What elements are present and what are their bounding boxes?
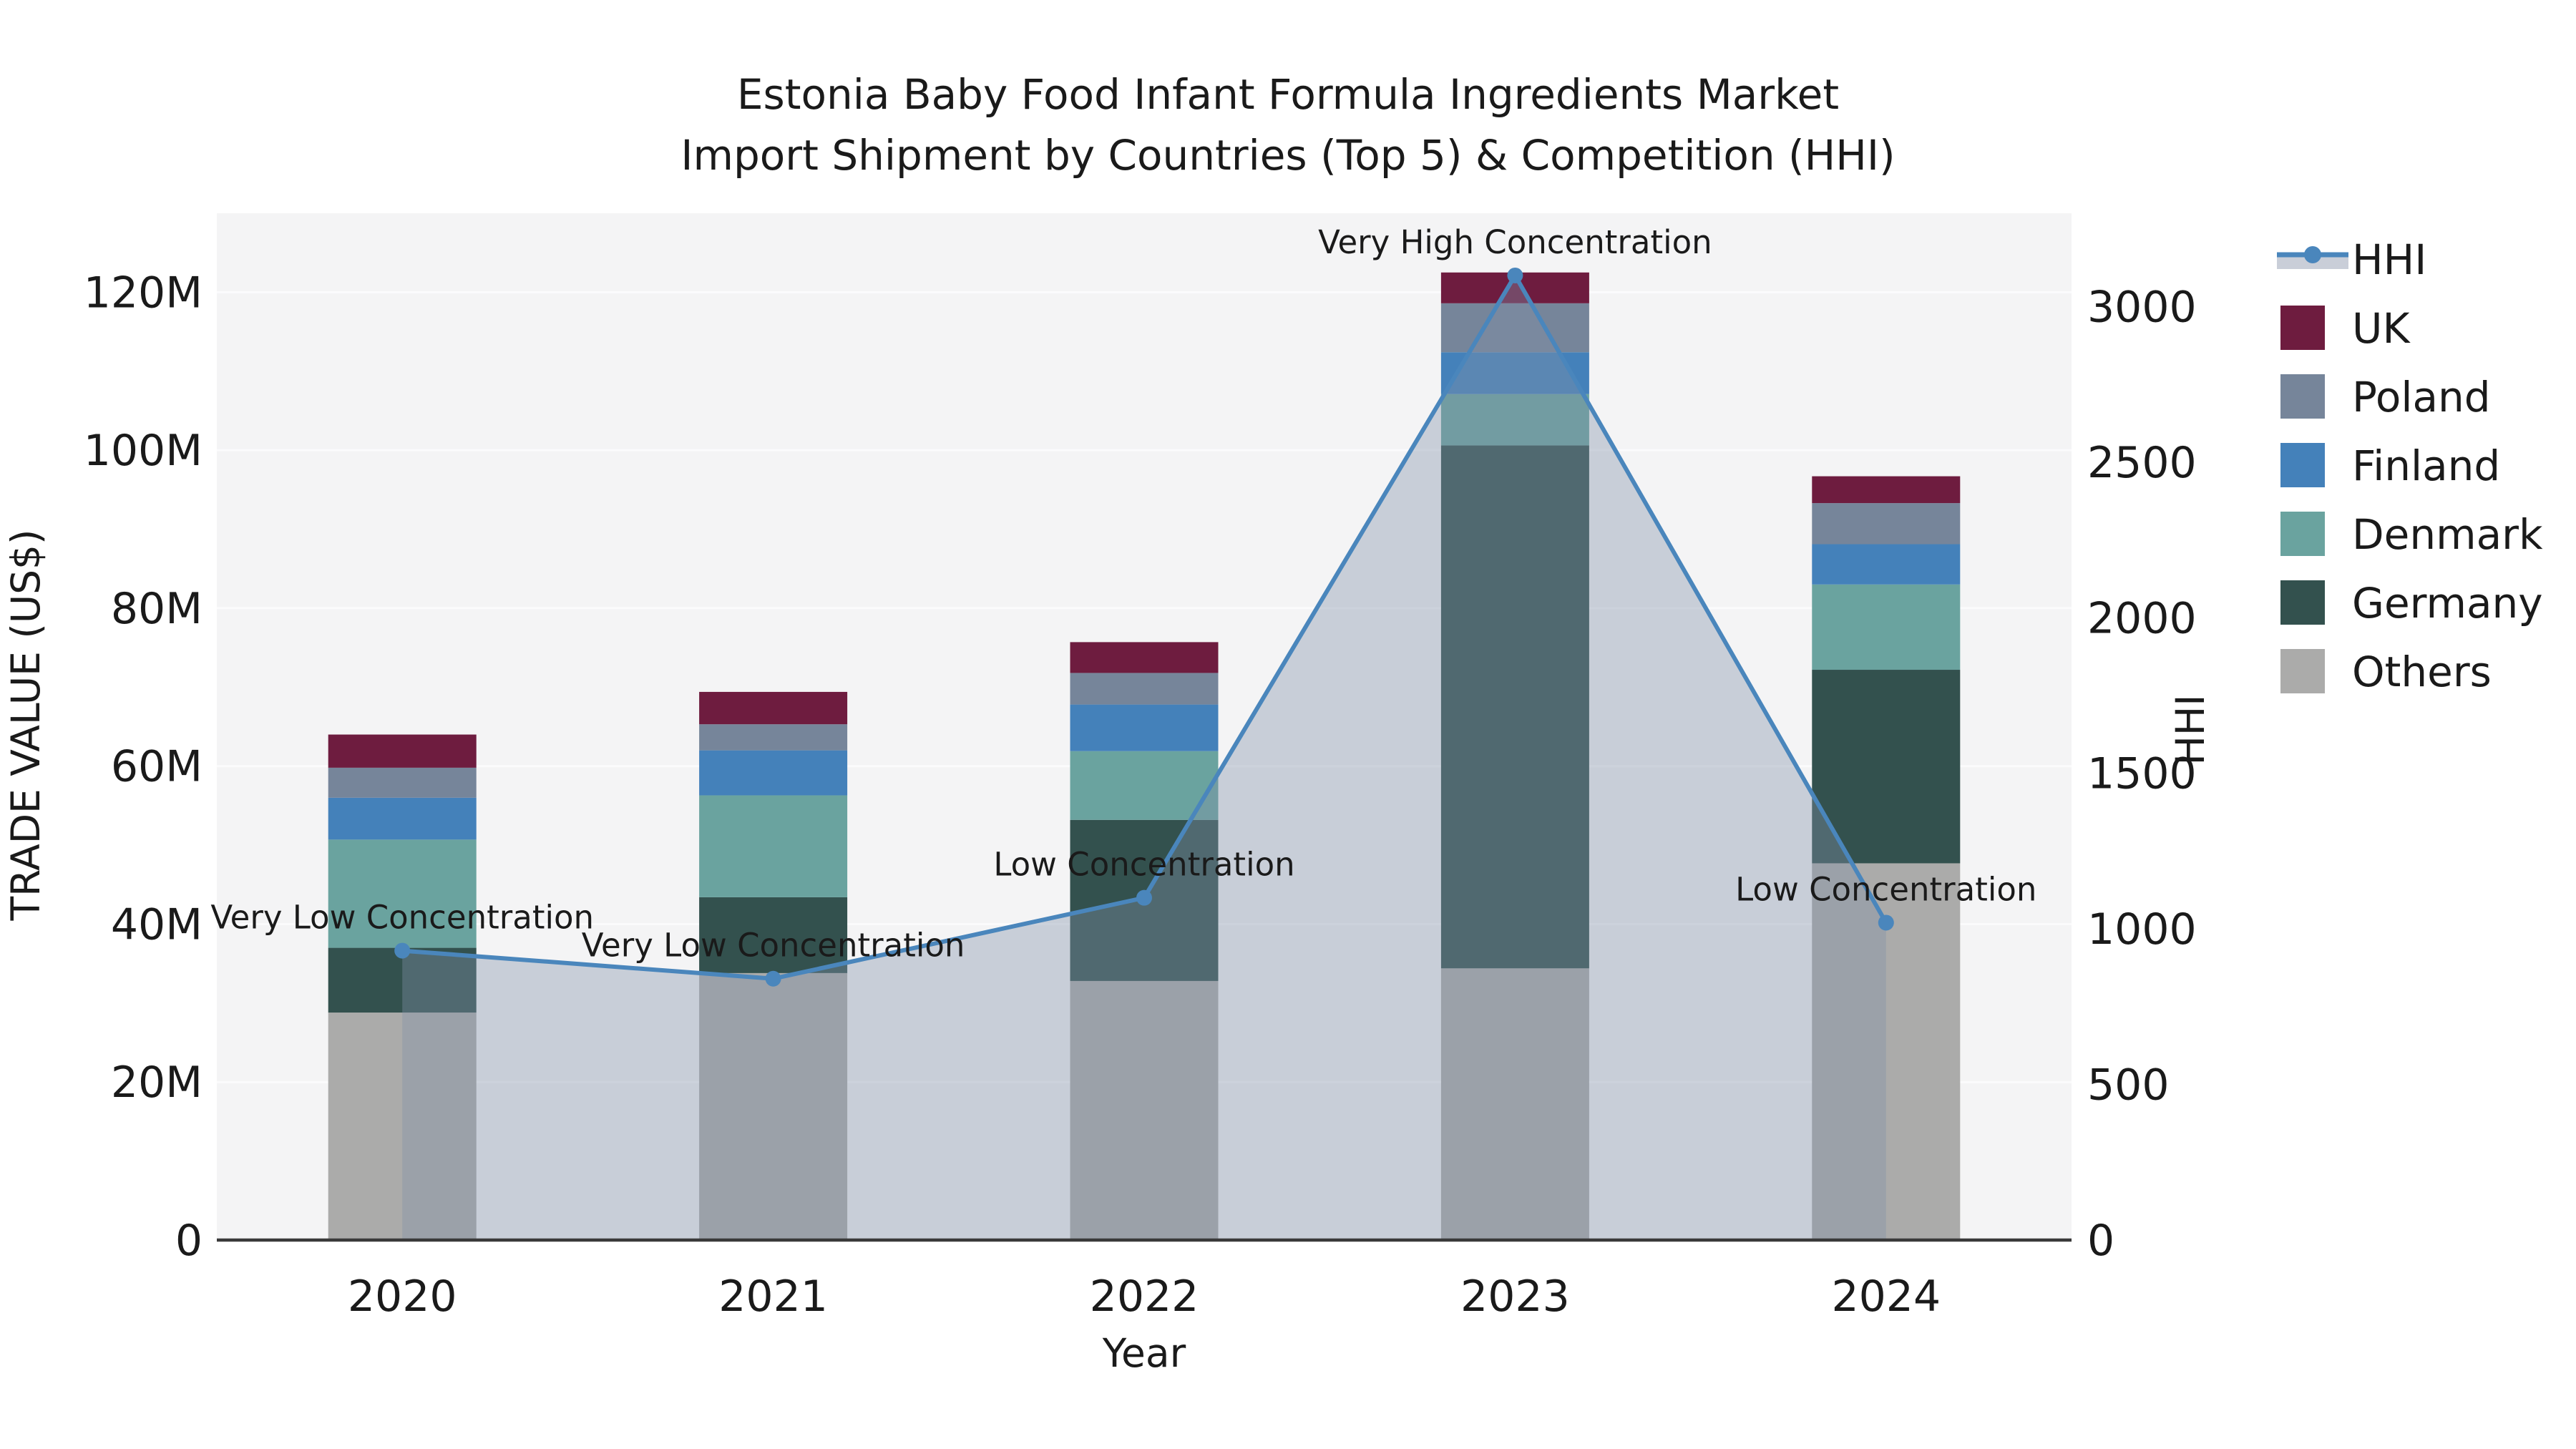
legend-label-hhi: HHI bbox=[2352, 235, 2426, 284]
x-tick-2021: 2021 bbox=[718, 1272, 828, 1322]
legend-hhi-marker bbox=[2304, 246, 2321, 263]
legend-label-uk: UK bbox=[2352, 304, 2411, 353]
hhi-marker-2021 bbox=[765, 970, 781, 987]
left-tick-120M: 120M bbox=[84, 268, 203, 318]
legend-item-hhi: HHI bbox=[2277, 235, 2426, 284]
bar-segment-2020-Poland bbox=[328, 767, 477, 798]
annotation-2022: Low Concentration bbox=[993, 846, 1294, 884]
right-tick-2000: 2000 bbox=[2087, 593, 2197, 643]
legend-swatch-germany bbox=[2280, 580, 2325, 625]
left-tick-0: 0 bbox=[175, 1216, 203, 1266]
legend-swatch-others bbox=[2280, 649, 2325, 693]
legend-item-denmark: Denmark bbox=[2280, 510, 2543, 559]
left-axis-title: TRADE VALUE (US$) bbox=[3, 530, 49, 922]
right-tick-1000: 1000 bbox=[2087, 904, 2197, 955]
hhi-marker-2024 bbox=[1878, 914, 1894, 931]
bar-segment-2022-Finland bbox=[1070, 704, 1219, 751]
bar-segment-2023-Others bbox=[1440, 968, 1589, 1240]
legend-swatch-uk bbox=[2280, 306, 2325, 350]
legend-label-germany: Germany bbox=[2352, 579, 2543, 628]
right-tick-0: 0 bbox=[2087, 1216, 2114, 1266]
x-tick-2020: 2020 bbox=[348, 1272, 457, 1322]
bar-segment-2020-Germany bbox=[328, 947, 477, 1013]
legend-swatch-denmark bbox=[2280, 512, 2325, 556]
bars-layer bbox=[328, 272, 1961, 1240]
bar-2021 bbox=[699, 691, 848, 1240]
bar-segment-2020-Finland bbox=[328, 797, 477, 840]
bar-segment-2021-UK bbox=[699, 691, 848, 725]
left-tick-80M: 80M bbox=[111, 584, 203, 634]
left-tick-100M: 100M bbox=[84, 426, 203, 476]
legend-item-finland: Finland bbox=[2280, 441, 2500, 490]
bar-segment-2024-Germany bbox=[1812, 670, 1961, 864]
legend-item-germany: Germany bbox=[2280, 579, 2543, 628]
x-tick-2023: 2023 bbox=[1460, 1272, 1570, 1322]
bar-segment-2021-Denmark bbox=[699, 795, 848, 897]
legend-item-others: Others bbox=[2280, 648, 2492, 696]
annotation-2020: Very Low Concentration bbox=[210, 899, 594, 937]
bar-segment-2020-UK bbox=[328, 734, 477, 768]
bar-segment-2024-Finland bbox=[1812, 544, 1961, 585]
bar-segment-2023-Denmark bbox=[1440, 394, 1589, 446]
bar-segment-2020-Denmark bbox=[328, 839, 477, 948]
annotation-2023: Very High Concentration bbox=[1318, 223, 1712, 261]
chart-title-line1: Estonia Baby Food Infant Formula Ingredi… bbox=[737, 70, 1839, 119]
bar-segment-2023-Poland bbox=[1440, 303, 1589, 353]
bar-segment-2023-Germany bbox=[1440, 445, 1589, 969]
bar-segment-2021-Finland bbox=[699, 750, 848, 796]
bar-segment-2022-Others bbox=[1070, 980, 1219, 1240]
hhi-marker-2023 bbox=[1507, 267, 1523, 283]
left-tick-20M: 20M bbox=[111, 1058, 203, 1108]
right-tick-1500: 1500 bbox=[2087, 749, 2197, 799]
legend-item-poland: Poland bbox=[2280, 373, 2491, 421]
right-axis-title: HHI bbox=[2167, 695, 2213, 766]
right-tick-3000: 3000 bbox=[2087, 282, 2197, 332]
chart-title-line2: Import Shipment by Countries (Top 5) & C… bbox=[680, 131, 1895, 180]
legend-label-others: Others bbox=[2352, 648, 2492, 696]
bar-segment-2024-Denmark bbox=[1812, 584, 1961, 670]
hhi-area bbox=[402, 275, 1886, 1240]
bar-segment-2021-Germany bbox=[699, 897, 848, 973]
tick-labels: 0 20M 40M 60M 80M 100M 120M 0 500 1000 1500 2000 250… bbox=[84, 268, 2197, 1322]
bar-segment-2022-Poland bbox=[1070, 673, 1219, 705]
x-axis-title: Year bbox=[1102, 1330, 1186, 1376]
bar-segment-2024-UK bbox=[1812, 476, 1961, 504]
legend-item-uk: UK bbox=[2280, 304, 2411, 353]
legend-label-poland: Poland bbox=[2352, 373, 2491, 421]
bar-segment-2024-Poland bbox=[1812, 503, 1961, 545]
legend-label-denmark: Denmark bbox=[2352, 510, 2543, 559]
bar-segment-2021-Poland bbox=[699, 724, 848, 751]
x-tick-2022: 2022 bbox=[1090, 1272, 1199, 1322]
right-tick-500: 500 bbox=[2087, 1060, 2170, 1111]
hhi-marker-2020 bbox=[394, 942, 411, 959]
title-group: Estonia Baby Food Infant Formula Ingredi… bbox=[680, 70, 1895, 180]
bar-segment-2022-UK bbox=[1070, 642, 1219, 673]
legend-label-finland: Finland bbox=[2352, 441, 2500, 490]
hhi-marker-2022 bbox=[1136, 889, 1152, 906]
bar-segment-2021-Others bbox=[699, 972, 848, 1240]
annotation-2024: Low Concentration bbox=[1735, 870, 2036, 908]
bar-segment-2020-Others bbox=[328, 1013, 477, 1240]
legend: HHI UK Poland Finland Denmark Germany Others bbox=[2277, 235, 2543, 696]
legend-swatch-finland bbox=[2280, 443, 2325, 487]
left-tick-40M: 40M bbox=[111, 899, 203, 950]
right-tick-2500: 2500 bbox=[2087, 438, 2197, 488]
bar-2020 bbox=[328, 734, 477, 1240]
annotation-2021: Very Low Concentration bbox=[582, 927, 965, 965]
bar-2023 bbox=[1440, 272, 1589, 1240]
bar-2024 bbox=[1812, 476, 1961, 1240]
x-tick-2024: 2024 bbox=[1831, 1272, 1941, 1322]
legend-swatch-poland bbox=[2280, 374, 2325, 419]
left-tick-60M: 60M bbox=[111, 742, 203, 792]
bar-segment-2022-Denmark bbox=[1070, 751, 1219, 820]
